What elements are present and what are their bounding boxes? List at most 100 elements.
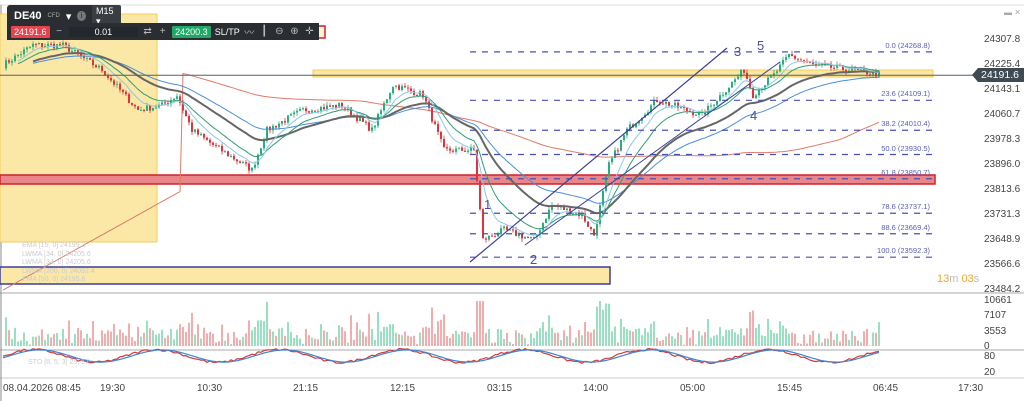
candle	[83, 55, 85, 59]
volume-bar	[233, 331, 235, 346]
stoch-k-line	[2, 347, 880, 365]
volume-bar	[365, 336, 367, 346]
volume-bar	[866, 328, 868, 346]
volume-bar	[806, 343, 808, 346]
volume-bar	[632, 331, 634, 346]
volume-bar	[335, 336, 337, 346]
sltp-button[interactable]: SL/TP	[214, 26, 240, 37]
volume-bar	[137, 326, 139, 346]
candle	[617, 150, 619, 152]
volume-bar	[59, 339, 61, 346]
volume-bar	[422, 327, 424, 346]
candle	[692, 111, 694, 116]
price-axis-label: 23978.3	[984, 134, 1021, 145]
candles-icon[interactable]: ┃	[261, 26, 268, 37]
resistance-zone	[312, 69, 934, 78]
line-chart-icon[interactable]: 〰	[244, 28, 255, 39]
volume-bar	[266, 301, 268, 346]
volume-bar	[413, 335, 415, 346]
candle	[173, 98, 175, 101]
decrease-quantity-button[interactable]: −	[56, 26, 62, 37]
candle	[836, 65, 838, 68]
volume-bar	[185, 331, 187, 346]
volume-bar	[47, 333, 49, 346]
elliott-wave-4: 4	[750, 108, 758, 123]
candle	[512, 229, 514, 231]
volume-bar	[869, 345, 871, 346]
timer-minutes: 13	[937, 273, 950, 285]
time-axis-label: 15:45	[777, 383, 803, 394]
volume-bar	[161, 329, 163, 346]
candle	[197, 129, 199, 135]
volume-bar	[131, 337, 133, 346]
stochastic-legend: STO [8, 5, 3] 25, 57	[28, 359, 89, 366]
candle	[155, 107, 157, 109]
volume-bar	[689, 337, 691, 346]
candle	[14, 55, 16, 62]
increase-quantity-button[interactable]: +	[159, 26, 166, 37]
volume-bar	[173, 339, 175, 346]
candle	[257, 154, 259, 165]
zoom-in-icon[interactable]: ⊕	[290, 26, 299, 37]
candle	[551, 204, 553, 210]
candle	[140, 109, 142, 111]
volume-bar	[176, 329, 178, 346]
candle	[347, 107, 349, 109]
volume-bar	[821, 342, 823, 346]
channel-lower-line	[524, 61, 781, 246]
volume-axis-label: 7107	[984, 310, 1007, 321]
volume-bar	[488, 329, 490, 346]
candle	[776, 71, 778, 74]
candle	[323, 107, 325, 110]
symbol-dropdown-icon[interactable]: ▾	[65, 10, 72, 23]
candle	[176, 96, 178, 99]
volume-bar	[326, 331, 328, 346]
candle	[515, 230, 517, 236]
volume-bar	[179, 324, 181, 346]
candle	[872, 71, 874, 75]
candle	[524, 236, 526, 239]
sell-button[interactable]: 24191.6	[11, 25, 50, 38]
volume-bar	[167, 335, 169, 346]
timeframe-select[interactable]: M15 ▾	[91, 4, 121, 28]
candle	[743, 69, 745, 73]
zoom-out-icon[interactable]: ⊖	[275, 26, 284, 37]
candle	[875, 71, 877, 77]
volume-bar	[251, 330, 253, 346]
volume-bar	[401, 335, 403, 346]
candle	[842, 65, 844, 70]
candle	[782, 59, 784, 65]
volume-bar	[95, 340, 97, 346]
volume-bar	[305, 328, 307, 346]
volume-bar	[386, 326, 388, 346]
volume-bar	[122, 332, 124, 346]
volume-bar	[545, 331, 547, 346]
volume-bar	[839, 341, 841, 346]
volume-bar	[416, 344, 418, 346]
volume-bar	[497, 328, 499, 346]
volume-bar	[803, 334, 805, 346]
volume-bar	[614, 326, 616, 346]
volume-bar	[467, 332, 469, 346]
timer-seconds: 03	[961, 273, 974, 285]
crosshair-icon[interactable]: ✛	[305, 26, 314, 37]
volume-bar	[89, 338, 91, 346]
candle	[137, 106, 139, 110]
volume-bar	[554, 332, 556, 346]
symbol-name[interactable]: DE40	[14, 10, 42, 22]
window-controls[interactable]: ▬ ✕	[1004, 8, 1021, 17]
candle	[752, 87, 754, 99]
quantity-input[interactable]: 0.01	[68, 26, 139, 37]
candle	[98, 65, 100, 68]
elliott-wave-1: 1	[484, 197, 492, 212]
info-icon[interactable]: i	[77, 11, 86, 21]
candle	[434, 121, 436, 124]
time-axis-label: 03:15	[487, 383, 513, 394]
candle	[44, 46, 46, 48]
swap-icon[interactable]: ⇄	[143, 26, 152, 37]
candle	[47, 43, 49, 47]
volume-bar	[209, 331, 211, 346]
volume-bar	[158, 333, 160, 346]
buy-button[interactable]: 24200.3	[172, 25, 211, 38]
